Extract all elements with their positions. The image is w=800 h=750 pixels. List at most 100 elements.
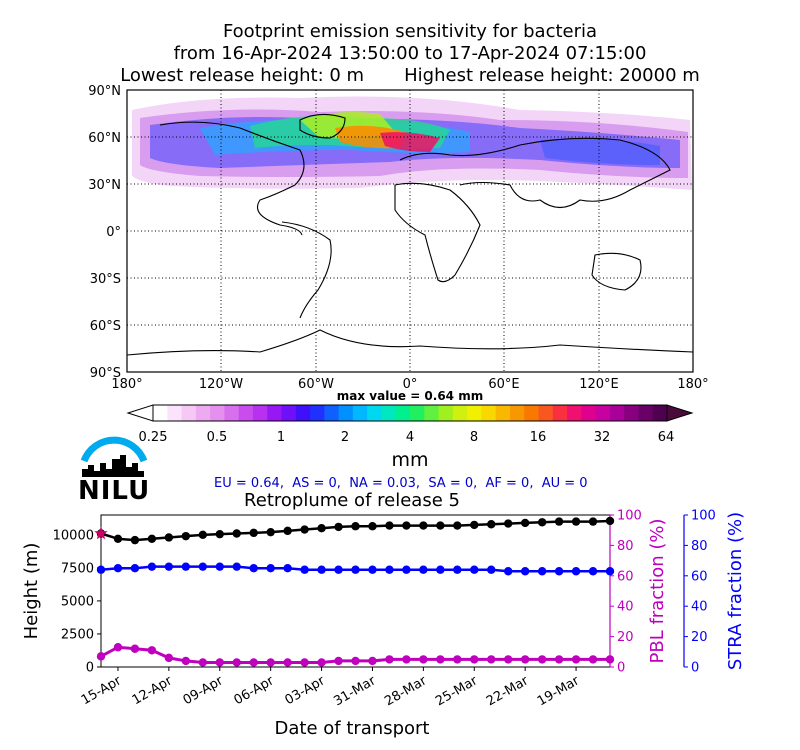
height-data-point [198, 530, 207, 540]
stra-data-point [385, 565, 394, 574]
retroplume-chart: Retroplume of release 5 0 2500 5000 7500 100… [21, 490, 746, 739]
colorbar-tick: 0.25 [139, 430, 168, 445]
height-data-point [113, 534, 123, 543]
stra-data-point [249, 564, 258, 573]
lon-tick: 180° [677, 377, 708, 392]
colorbar-cell [624, 405, 639, 421]
pbl-data-point [402, 655, 411, 664]
lat-tick: 60°N [88, 131, 121, 146]
colorbar-cell [538, 405, 554, 421]
stra-data-point [436, 565, 445, 574]
map-title-line-3: Lowest release height: 0 m Highest relea… [120, 65, 700, 86]
colorbar-cell [567, 405, 582, 421]
x-tick-label: 12-Apr [130, 673, 176, 708]
colorbar-cell [310, 405, 325, 421]
height-data-point [164, 533, 174, 542]
stra-data-point [181, 562, 191, 571]
colorbar-cell [281, 405, 297, 421]
pbl-data-point [487, 655, 496, 664]
colorbar-cell [495, 405, 511, 421]
x-tick-label: 15-Apr [79, 673, 125, 708]
stra-data-point [368, 565, 377, 574]
colorbar-cell [352, 405, 368, 421]
lon-tick: 60°E [488, 377, 519, 392]
lat-tick: 60°S [90, 319, 121, 334]
colorbar-tick: 64 [658, 430, 675, 445]
pbl-data-point [351, 656, 360, 666]
pbl-data-point [504, 655, 513, 664]
lat-tick: 30°S [90, 272, 121, 287]
height-data-point [571, 517, 581, 526]
pbl-data-point [571, 655, 581, 664]
x-axis: 15-Apr 12-Apr 09-Apr 06-Apr 03-Apr 31-Mar 28-M… [79, 667, 583, 709]
nilu-logo-text: NILU [78, 476, 151, 506]
colorbar-cell [224, 405, 240, 421]
colorbar-cell [410, 405, 425, 421]
stra-data-point [232, 562, 241, 571]
pbl-data-point [436, 655, 445, 664]
stra-data-point [419, 565, 428, 574]
height-data-point [554, 517, 564, 526]
colorbar-cell [509, 405, 525, 421]
height-data-point [537, 518, 547, 527]
x-tick-label: 25-Mar [433, 673, 481, 709]
height-data-point [300, 525, 309, 534]
height-data-point [453, 521, 462, 530]
pbl-tick-label: 100 [617, 509, 642, 524]
height-data-point [130, 535, 140, 545]
pbl-data-point [283, 658, 292, 667]
height-tick-label: 2500 [61, 627, 94, 642]
stra-tick-label: 0 [691, 661, 699, 676]
footprint-map: 90°N 60°N 30°N 0° 30°S 60°S 90°S 180° 12… [88, 84, 708, 400]
stra-data-point [96, 565, 106, 574]
height-data-point [368, 522, 377, 531]
logo-arc [80, 436, 148, 463]
stra-tick-label: 100 [691, 509, 716, 524]
stra-data-point [520, 567, 530, 576]
pbl-data-point [588, 655, 598, 664]
colorbar-cell [638, 405, 654, 421]
lat-tick: 0° [106, 225, 121, 240]
colorbar-ticks: 0.25 0.5 1 2 4 8 16 32 64 [139, 430, 675, 445]
stra-tick-label: 20 [691, 630, 708, 645]
height-data-point [436, 521, 445, 530]
stra-data-point [300, 565, 309, 574]
lon-tick: 0° [403, 377, 418, 392]
stra-data-point [164, 562, 174, 571]
pbl-data-point [470, 655, 479, 664]
height-data-point [249, 528, 258, 538]
lat-tick: 90°N [88, 84, 121, 99]
pbl-data-point [300, 658, 309, 667]
stra-data-point [351, 565, 360, 574]
colorbar-cell [238, 405, 254, 421]
stra-data-point [487, 565, 496, 574]
height-data-point [317, 524, 326, 533]
pbl-data-point [334, 656, 343, 666]
height-tick-label: 5000 [61, 594, 94, 609]
pbl-data-point [554, 655, 564, 664]
x-tick-label: 28-Mar [382, 673, 430, 709]
lat-tick: 90°S [90, 366, 121, 381]
lon-tick: 60°W [298, 377, 334, 392]
colorbar-extend-min [126, 404, 154, 422]
colorbar-cell [210, 405, 225, 421]
logo-skyline [82, 455, 144, 477]
colorbar-cell [524, 405, 539, 421]
colorbar-cell [324, 405, 340, 421]
height-data-point [605, 516, 615, 526]
x-tick-label: 06-Apr [232, 673, 278, 708]
height-data-point [470, 520, 479, 530]
colorbar-tick: 1 [277, 430, 285, 445]
colorbar-unit: mm [391, 449, 428, 470]
lon-tick: 120°W [199, 377, 243, 392]
lat-tick: 30°N [88, 178, 121, 193]
map-title-line-1: Footprint emission sensitivity for bacte… [222, 21, 598, 42]
pbl-data-point [215, 658, 224, 667]
pbl-data-point [419, 655, 428, 664]
height-data-point [232, 529, 241, 538]
height-data-point [181, 531, 191, 541]
chart-title: Retroplume of release 5 [244, 490, 460, 511]
pbl-data-point [453, 655, 462, 664]
y-axis-label-pbl: PBL fraction (%) [647, 519, 668, 664]
colorbar-cell [452, 405, 468, 421]
